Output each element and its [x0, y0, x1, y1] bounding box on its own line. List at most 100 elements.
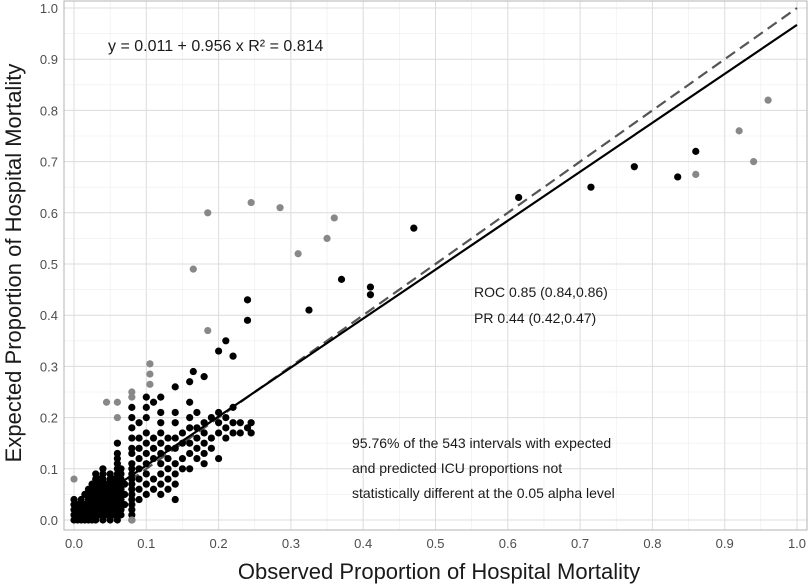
y-axis-title: Expected Proportion of Hospital Mortalit…	[1, 64, 26, 463]
interval-note-line1: 95.76% of the 543 intervals with expecte…	[352, 435, 611, 451]
data-point	[135, 475, 143, 483]
data-point	[215, 454, 223, 463]
data-point-gray	[330, 214, 338, 222]
y-tick-label: 0.4	[40, 308, 58, 323]
data-point	[113, 454, 121, 463]
data-point	[135, 485, 143, 493]
data-point	[142, 414, 150, 422]
data-point	[247, 419, 255, 427]
data-point	[200, 373, 208, 381]
y-tick-label: 0.0	[40, 513, 58, 528]
data-point	[117, 470, 125, 478]
data-point	[128, 424, 136, 432]
data-point	[149, 398, 158, 406]
data-point	[113, 439, 121, 447]
data-point	[207, 434, 215, 442]
data-point	[236, 419, 244, 427]
data-point-gray	[276, 204, 284, 212]
data-points	[70, 96, 772, 524]
data-point	[128, 495, 136, 504]
data-point	[186, 398, 194, 406]
data-point	[117, 485, 125, 493]
data-point	[157, 393, 165, 401]
y-tick-label: 0.3	[40, 359, 58, 374]
data-point	[117, 511, 125, 519]
data-point	[92, 516, 100, 524]
data-point	[215, 347, 223, 355]
x-tick-label: 1.0	[788, 536, 806, 551]
data-point	[229, 419, 237, 427]
y-tick-label: 0.1	[40, 462, 58, 477]
data-point	[99, 470, 107, 478]
data-point	[186, 378, 194, 386]
data-point	[337, 275, 346, 283]
x-tick-label: 0.0	[65, 536, 83, 551]
data-point	[674, 173, 682, 181]
y-tick-label: 0.6	[40, 206, 58, 221]
data-point	[113, 449, 121, 458]
data-point	[128, 460, 136, 468]
data-point	[157, 429, 165, 437]
data-point-gray	[764, 96, 772, 104]
data-point	[171, 434, 179, 442]
y-tick-label: 0.7	[40, 155, 58, 170]
data-point	[193, 454, 201, 463]
data-point	[99, 465, 107, 473]
tick-labels: 0.0 0.1 0.2 0.3 0.4 0.5 0.6 0.7 0.8 0.9 1.0 0.0 0.1 0…	[40, 1, 806, 551]
y-tick-label: 0.8	[40, 103, 58, 118]
data-point	[106, 470, 114, 478]
regression-equation: y = 0.011 + 0.956 x R² = 0.814	[108, 38, 324, 55]
data-point	[149, 485, 158, 493]
y-tick-label: 0.2	[40, 411, 58, 426]
data-point	[157, 470, 165, 478]
data-point-gray	[128, 388, 136, 396]
data-point	[186, 439, 194, 447]
data-point-gray	[146, 360, 154, 368]
fit-line	[73, 23, 798, 516]
data-point	[142, 429, 150, 437]
data-point	[164, 434, 172, 442]
data-point-gray	[204, 326, 212, 335]
data-point	[157, 490, 165, 498]
data-point	[99, 475, 107, 483]
data-point	[229, 352, 237, 360]
data-point	[128, 444, 136, 452]
data-point	[215, 419, 223, 427]
data-point-gray	[146, 370, 154, 378]
data-point	[243, 296, 252, 304]
data-point	[410, 224, 418, 232]
data-point	[630, 163, 638, 171]
data-point	[178, 454, 187, 463]
data-point	[128, 434, 136, 442]
data-point-gray	[128, 393, 136, 401]
data-point	[92, 470, 100, 478]
data-point	[171, 408, 179, 417]
data-point	[142, 470, 150, 478]
data-point-gray	[70, 475, 78, 483]
data-point	[128, 480, 136, 488]
data-point	[149, 444, 158, 452]
data-point	[157, 439, 165, 447]
data-point	[243, 316, 252, 324]
data-point	[142, 403, 150, 411]
roc-annotation: ROC 0.85 (0.84,0.86)	[474, 284, 608, 300]
data-point	[247, 429, 255, 437]
data-point-gray	[692, 170, 700, 178]
panel-border	[63, 0, 808, 531]
data-point	[157, 408, 165, 417]
data-point	[366, 291, 375, 299]
data-point	[121, 490, 129, 498]
data-point	[171, 480, 179, 488]
data-point	[164, 475, 172, 483]
regression-fit-line	[73, 23, 798, 516]
data-point	[243, 424, 252, 432]
data-point	[215, 429, 223, 437]
data-point	[128, 465, 136, 473]
y-tick-label: 0.9	[40, 52, 58, 67]
grid	[63, 0, 808, 531]
data-point	[171, 383, 179, 391]
x-tick-label: 0.8	[643, 536, 661, 551]
identity-line	[73, 7, 798, 521]
data-point	[587, 183, 595, 191]
